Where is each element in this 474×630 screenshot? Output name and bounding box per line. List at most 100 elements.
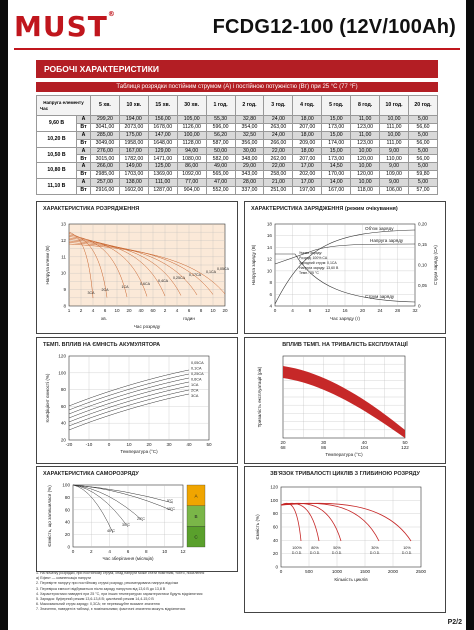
table-row: Вт 2916,00 1602,00 1287,00 904,00 552,00 337,0… [37, 186, 439, 195]
x-tick-label: 6 [188, 308, 191, 313]
table-row: 11,10 В A 257,00 138,00 111,00 77,00 47,00 28,0… [36, 178, 439, 195]
value-cell: 5,00 [407, 146, 439, 156]
value-cell: 1287,00 [147, 186, 178, 195]
column-header: 5 год. [321, 95, 352, 116]
value-cell: 94,00 [176, 146, 207, 156]
value-cell: 24,00 [263, 130, 294, 140]
table-row: Вт 3041,00 2073,00 1678,00 1126,00 596,00 354,… [37, 122, 439, 132]
value-cell: 11,00 [350, 115, 381, 124]
axis-label: Струм заряду (CA) [433, 245, 438, 285]
x-tick-label: 16 [342, 308, 348, 313]
x-tick-label: 6 [127, 549, 130, 554]
value-cell: 167,00 [118, 146, 149, 156]
value-cell: 174,00 [321, 138, 352, 148]
legend-label: 2CA [191, 389, 199, 393]
dod-label: D.O.D. [332, 551, 342, 555]
legend-label: 1CA [191, 383, 199, 387]
self-discharge-curve [72, 484, 129, 528]
value-cell: 1678,00 [147, 122, 178, 132]
value-cell: 5,00 [407, 162, 439, 172]
column-header: 2 год. [234, 95, 265, 116]
value-cell: 3015,00 [90, 154, 120, 164]
value-cell: 32,80 [234, 115, 265, 124]
footnote-line: 6. Максимальний струм заряду: 0,3CA; не … [36, 602, 160, 607]
x-tick-label: 8 [145, 549, 148, 554]
y-tick-label: 120 [58, 354, 66, 359]
value-cell: 120,00 [350, 154, 381, 164]
x-tick-label: 28 [395, 308, 401, 313]
x-axis-label: Кількість циклів [334, 577, 368, 582]
value-cell: 17,00 [292, 178, 323, 188]
value-cell: 110,00 [379, 154, 409, 164]
x-tick-label: 40 [186, 442, 192, 447]
value-cell: 56,60 [407, 122, 439, 132]
value-cell: 9,00 [379, 178, 409, 188]
x-tick-label: 500 [305, 569, 313, 574]
x-tick-label: 0 [280, 569, 283, 574]
y-tick-label: 40 [65, 520, 71, 525]
y-tick-label: 20 [65, 532, 71, 537]
axis-label: Напруга заряду (В) [251, 244, 256, 285]
axis-label: Ємність, що залишилася (%) [47, 485, 52, 547]
section-title: РОБОЧІ ХАРАКТЕРИСТИКИ [36, 60, 438, 78]
brand-logo: MUST® [14, 10, 116, 43]
x-tick-label: 30 [166, 442, 172, 447]
value-cell: 2073,00 [118, 122, 149, 132]
table-title: Таблиця розрядки постійним струмом (A) і… [36, 82, 438, 92]
x-tick-label: 20 [280, 440, 286, 445]
x-tick-label: 1000 [332, 569, 343, 574]
self-discharge-title: ХАРАКТЕРИСТИКА САМОРОЗРЯДУ [43, 471, 139, 477]
value-cell: 111,00 [379, 122, 409, 132]
charge-chart-panel: ХАРАКТЕРИСТИКА ЗАРЯДЖЕННЯ (режим очікува… [244, 201, 446, 334]
value-cell: 1471,00 [147, 154, 178, 164]
column-header: 30 хв. [176, 95, 207, 116]
value-cell: 5,00 [407, 115, 439, 124]
y-tick-label: 4 [269, 304, 272, 309]
curve-label: 40°С [107, 529, 115, 533]
value-cell: 299,20 [90, 115, 120, 124]
curve-label: 80% [311, 546, 319, 550]
value-cell: 118,00 [350, 186, 381, 195]
column-header: 20 год. [407, 95, 439, 116]
voltage-cell: 10,50 В [36, 146, 77, 164]
value-cell: 32,50 [234, 130, 265, 140]
value-cell: 197,00 [292, 186, 323, 195]
value-cell: 209,00 [292, 138, 323, 148]
column-header: 10 хв. [118, 95, 149, 116]
discharge-chart-panel: ХАРАКТЕРИСТИКА РОЗРЯДЖЕННЯ 13 12 11 10 9 8 1 2 4… [36, 201, 238, 334]
value-cell: 1958,00 [118, 138, 149, 148]
curve-label: 3CA [88, 291, 96, 295]
temp-life-panel: ВПЛИВ ТЕМП. НА ТРИВАЛІСТЬ ЕКСПЛУАТАЦІЇ Т… [244, 337, 446, 464]
x-tick-label: -20 [66, 442, 73, 447]
value-cell: 2985,00 [90, 170, 120, 180]
x-axis-label: Температура (°С) [120, 449, 158, 454]
discharge-curve [68, 234, 128, 298]
temp-capacity-panel: ТЕМП. ВПЛИВ НА ЄМНІСТЬ АКУМУЛЯТОРА 120 10… [36, 337, 238, 464]
cycle-curve [280, 502, 412, 542]
value-cell: 55,30 [205, 115, 236, 124]
corner-top-label: Напруга елементу [43, 99, 84, 105]
x-axis-label: Температура (°С) [325, 452, 363, 457]
curve-label: 15°С [167, 507, 175, 511]
y-right-tick: 0,15 [418, 242, 427, 247]
y-tick-label: 10 [61, 271, 67, 276]
y-tick-label: 12 [61, 238, 67, 243]
x-tick-label: 20 [222, 308, 228, 313]
axis-label: Тривалість експлуатації (рік) [257, 366, 262, 427]
value-cell: 57,00 [407, 186, 439, 195]
y-tick-label: 80 [273, 511, 279, 516]
x-tick-label: 6 [104, 308, 107, 313]
x-tick-label: -10 [86, 442, 93, 447]
x-tick-label: 4 [108, 549, 111, 554]
x-tick-label: 20 [360, 308, 366, 313]
y-tick-label: 80 [65, 495, 71, 500]
value-cell: 337,00 [234, 186, 265, 195]
unit-cell: A [76, 115, 91, 124]
legend-line: Зарядний струм: 0,1CA [299, 261, 337, 265]
curve-label: 25°С [137, 517, 145, 521]
voltage-curve [274, 243, 416, 265]
y-tick-label: 0 [275, 565, 278, 570]
current-curve [275, 253, 416, 303]
column-header: 10 год. [379, 95, 409, 116]
